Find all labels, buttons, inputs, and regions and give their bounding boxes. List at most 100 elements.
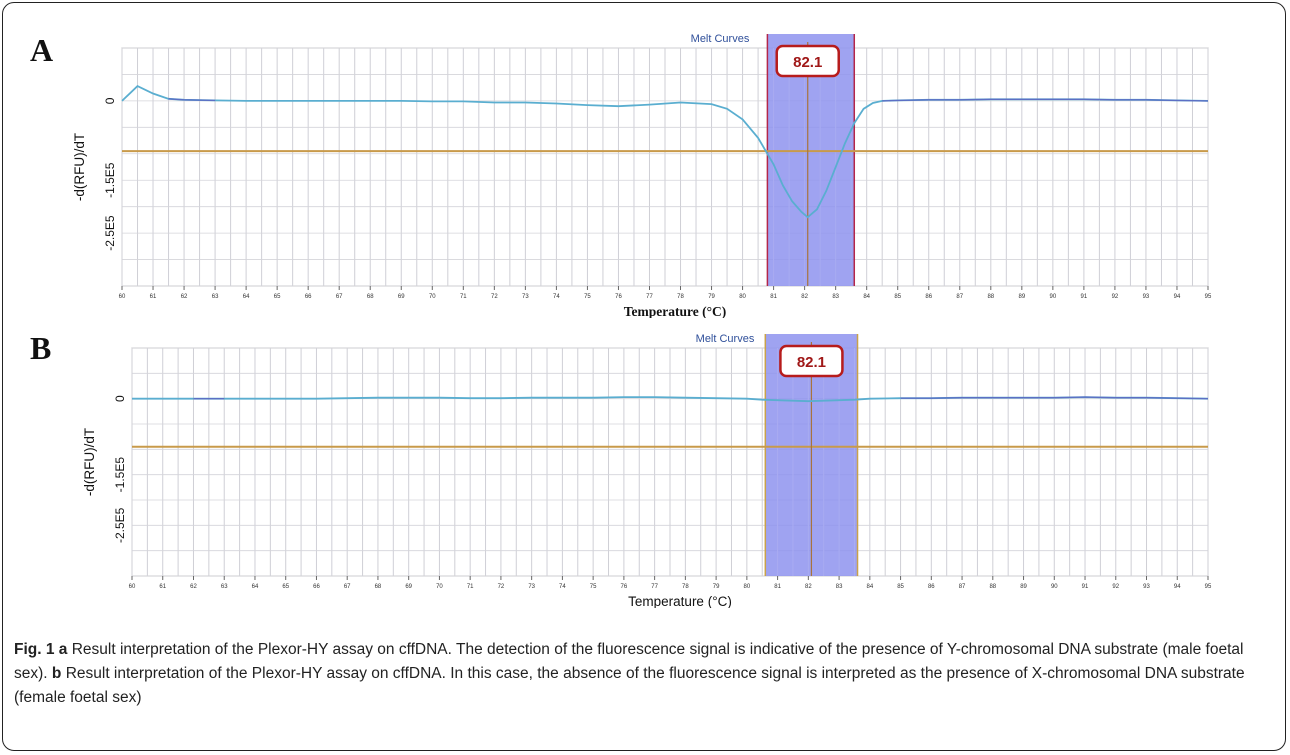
chart1-x-axis-label: Temperature (°C) xyxy=(628,594,732,608)
chart0-x-tick-label: 91 xyxy=(1081,294,1088,300)
chart0-x-tick-label: 65 xyxy=(274,294,281,300)
panel-a: A Melt Curves 82.1 60 61 62 63 64 65 66 67 68 69 70 7… xyxy=(0,18,1290,318)
chart0-x-tick-label: 64 xyxy=(243,294,250,300)
caption-b-label: b xyxy=(51,665,62,682)
chart1-x-tick-label: 93 xyxy=(1143,584,1150,590)
chart1-x-tick-label: 84 xyxy=(866,584,873,590)
chart1-series-line-overlay xyxy=(193,396,1209,400)
chart1-x-tick-label: 66 xyxy=(313,584,320,590)
chart0-title: Melt Curves xyxy=(691,33,750,45)
chart0-x-tick-label: 82 xyxy=(801,294,808,300)
chart0-x-tick-label: 85 xyxy=(894,294,901,300)
chart1-x-tick-label: 62 xyxy=(190,584,197,590)
chart0-x-tick-label: 76 xyxy=(615,294,622,300)
chart0-x-tick-label: 77 xyxy=(646,294,653,300)
panel-a-letter: A xyxy=(30,32,54,68)
chart1-x-tick-label: 89 xyxy=(1020,584,1027,590)
chart0-x-tick-label: 75 xyxy=(584,294,591,300)
chart0-x-axis-label: Temperature (°C) xyxy=(624,304,727,318)
chart1-x-tick-label: 81 xyxy=(774,584,781,590)
chart0-x-tick-label: 72 xyxy=(491,294,498,300)
chart0-x-tick-label: 68 xyxy=(367,294,374,300)
chart0-x-tick-label: 93 xyxy=(1143,294,1150,300)
caption-a-text: Result interpretation of the Plexor-HY a… xyxy=(14,641,1244,682)
chart1-y-tick-label: -1.5E5 xyxy=(113,457,127,493)
chart1-x-tick-label: 70 xyxy=(436,584,443,590)
chart1-x-tick-label: 85 xyxy=(897,584,904,590)
chart1-x-tick-label: 61 xyxy=(159,584,166,590)
chart0-x-tick-label: 63 xyxy=(212,294,219,300)
chart0-x-tick-label: 89 xyxy=(1018,294,1025,300)
chart1-x-tick-label: 63 xyxy=(221,584,228,590)
chart1-x-tick-label: 72 xyxy=(498,584,505,590)
chart0-x-tick-label: 80 xyxy=(739,294,746,300)
chart1-y-tick-label: -2.5E5 xyxy=(113,507,127,543)
chart0-x-tick-label: 83 xyxy=(832,294,839,300)
chart1-y-axis-label: -d(RFU)/dT xyxy=(82,428,97,496)
chart0-x-tick-label: 67 xyxy=(336,294,343,300)
chart0-x-tick-label: 74 xyxy=(553,294,560,300)
chart0-series-line-overlay xyxy=(168,98,1209,102)
chart1-x-tick-label: 65 xyxy=(282,584,289,590)
chart0-x-tick-label: 87 xyxy=(956,294,963,300)
chart1-x-tick-label: 95 xyxy=(1205,584,1212,590)
chart1-marker-label-box xyxy=(779,344,844,378)
chart1-x-tick-label: 77 xyxy=(651,584,658,590)
chart0-y-tick-label: -1.5E5 xyxy=(103,162,117,198)
chart0-marker-label: 82.1 xyxy=(793,54,822,71)
chart0-x-tick-label: 81 xyxy=(770,294,777,300)
chart0-x-tick-label: 71 xyxy=(460,294,467,300)
melt-curve-chart-b: Melt Curves 82.1 60 61 62 63 64 65 66 67 68 69 70 71 7… xyxy=(82,333,1212,608)
chart1-x-tick-label: 90 xyxy=(1051,584,1058,590)
melt-curve-chart-a: Melt Curves 82.1 60 61 62 63 64 65 66 67 68 69 70 71 7… xyxy=(72,33,1212,318)
chart1-x-tick-label: 78 xyxy=(682,584,689,590)
chart0-x-tick-label: 69 xyxy=(398,294,405,300)
caption-a-label: a xyxy=(58,641,68,658)
chart1-x-tick-label: 82 xyxy=(805,584,812,590)
chart1-x-tick-label: 87 xyxy=(959,584,966,590)
chart1-x-tick-label: 74 xyxy=(559,584,566,590)
chart0-x-tick-label: 94 xyxy=(1174,294,1181,300)
chart0-y-tick-label: 0 xyxy=(103,97,117,104)
panel-b-letter: B xyxy=(30,330,52,366)
figure-caption: Fig. 1 a Result interpretation of the Pl… xyxy=(14,638,1276,710)
chart0-x-tick-label: 84 xyxy=(863,294,870,300)
chart0-x-tick-label: 92 xyxy=(1112,294,1119,300)
chart0-marker-label-box xyxy=(775,44,840,78)
chart1-x-tick-label: 76 xyxy=(621,584,628,590)
chart1-x-tick-label: 71 xyxy=(467,584,474,590)
chart0-y-axis-label: -d(RFU)/dT xyxy=(72,133,87,201)
chart1-x-tick-label: 69 xyxy=(405,584,412,590)
chart0-x-tick-label: 62 xyxy=(181,294,188,300)
chart1-x-tick-label: 94 xyxy=(1174,584,1181,590)
chart1-x-tick-label: 91 xyxy=(1082,584,1089,590)
chart0-y-tick-label: -2.5E5 xyxy=(103,215,117,251)
chart0-x-tick-label: 61 xyxy=(150,294,157,300)
chart1-x-tick-label: 60 xyxy=(129,584,136,590)
chart1-marker-label: 82.1 xyxy=(797,354,826,371)
chart1-x-tick-label: 83 xyxy=(836,584,843,590)
chart0-x-tick-label: 88 xyxy=(987,294,994,300)
chart1-y-tick-label: 0 xyxy=(113,395,127,402)
chart0-x-tick-label: 78 xyxy=(677,294,684,300)
chart0-x-tick-label: 90 xyxy=(1050,294,1057,300)
chart1-x-tick-label: 75 xyxy=(590,584,597,590)
chart1-title: Melt Curves xyxy=(696,333,755,345)
caption-fig-label: Fig. 1 xyxy=(14,641,55,658)
chart1-x-tick-label: 73 xyxy=(528,584,535,590)
chart1-x-tick-label: 67 xyxy=(344,584,351,590)
chart1-x-tick-label: 68 xyxy=(375,584,382,590)
chart0-x-tick-label: 70 xyxy=(429,294,436,300)
chart1-x-tick-label: 92 xyxy=(1112,584,1119,590)
chart0-x-tick-label: 60 xyxy=(119,294,126,300)
caption-b-text: Result interpretation of the Plexor-HY a… xyxy=(14,665,1245,706)
panel-b: B Melt Curves 82.1 60 61 62 63 64 65 66 67 68 69 70 7… xyxy=(0,318,1290,608)
chart0-x-tick-label: 79 xyxy=(708,294,715,300)
chart0-x-tick-label: 95 xyxy=(1205,294,1212,300)
chart0-x-tick-label: 86 xyxy=(925,294,932,300)
chart0-x-tick-label: 66 xyxy=(305,294,312,300)
chart0-x-tick-label: 73 xyxy=(522,294,529,300)
chart1-x-tick-label: 86 xyxy=(928,584,935,590)
chart1-x-tick-label: 80 xyxy=(744,584,751,590)
chart1-x-tick-label: 88 xyxy=(989,584,996,590)
